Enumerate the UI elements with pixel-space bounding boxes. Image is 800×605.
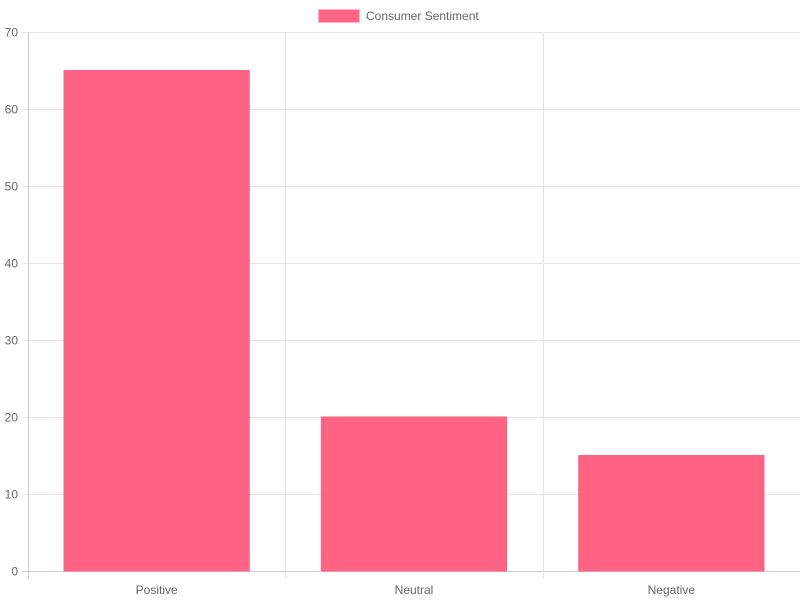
x-tick-label: Negative bbox=[648, 583, 696, 597]
y-tick-label: 20 bbox=[5, 411, 19, 425]
bar-positive bbox=[63, 70, 250, 572]
y-tick-label: 40 bbox=[5, 257, 19, 271]
legend-label[interactable]: Consumer Sentiment bbox=[366, 9, 479, 23]
legend[interactable]: Consumer Sentiment bbox=[318, 9, 479, 23]
y-tick-label: 70 bbox=[5, 26, 19, 40]
bar-neutral bbox=[320, 416, 508, 572]
y-tick-label: 50 bbox=[5, 180, 19, 194]
bar-negative bbox=[578, 455, 765, 572]
axes: 0 10 20 30 40 50 60 70 Positive Neutral Negative bbox=[5, 26, 696, 598]
y-tick-label: 60 bbox=[5, 103, 19, 117]
x-tick-label: Neutral bbox=[395, 583, 434, 597]
y-tick-label: 30 bbox=[5, 334, 19, 348]
x-tick-label: Positive bbox=[136, 583, 178, 597]
bars bbox=[63, 70, 765, 572]
y-tick-label: 10 bbox=[5, 488, 19, 502]
y-tick-label: 0 bbox=[11, 565, 18, 579]
legend-swatch[interactable] bbox=[318, 9, 360, 23]
